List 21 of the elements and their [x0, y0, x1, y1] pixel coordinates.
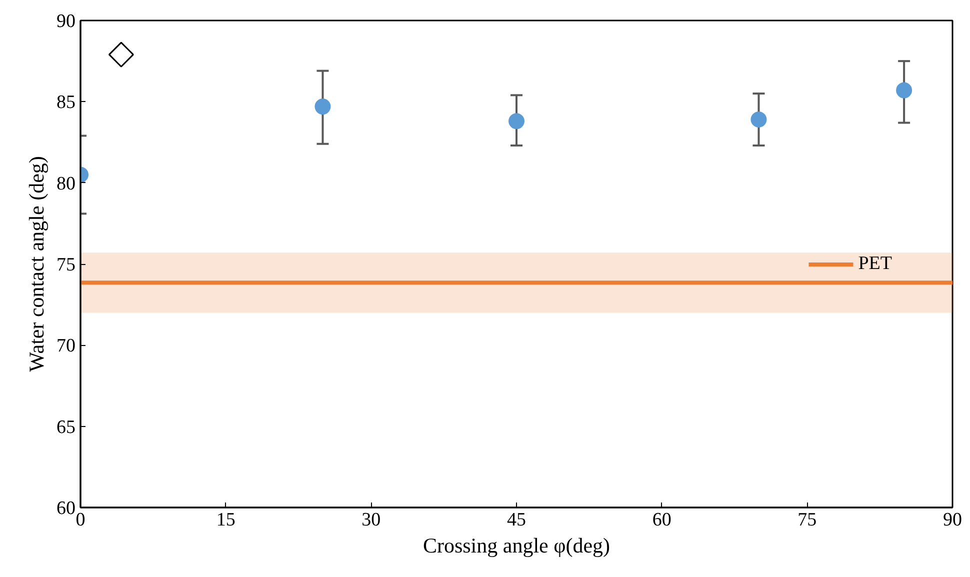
- point: [750, 112, 767, 128]
- x-tick-label: 75: [798, 510, 817, 530]
- x-tick-label: 90: [943, 510, 962, 530]
- y-tick-label: 65: [56, 416, 76, 438]
- legend-label: PET: [858, 252, 892, 274]
- x-axis-title: Crossing angle φ(deg): [422, 534, 610, 558]
- point: [314, 98, 331, 115]
- x-tick-label: 45: [507, 510, 526, 530]
- point: [508, 113, 524, 130]
- y-tick-label: 85: [56, 92, 76, 114]
- x-tick-label: 30: [362, 510, 381, 530]
- y-tick-label: 90: [56, 11, 76, 32]
- y-tick-label: 75: [56, 254, 76, 276]
- point: [896, 82, 912, 98]
- x-tick-label: 0: [76, 510, 86, 530]
- y-tick-label: 80: [56, 173, 76, 194]
- y-tick-label: 70: [56, 336, 76, 357]
- x-tick-label: 60: [652, 510, 672, 530]
- point: [108, 42, 134, 68]
- y-axis-title: Water contact angle (deg): [24, 156, 48, 372]
- x-tick-label: 15: [216, 510, 236, 530]
